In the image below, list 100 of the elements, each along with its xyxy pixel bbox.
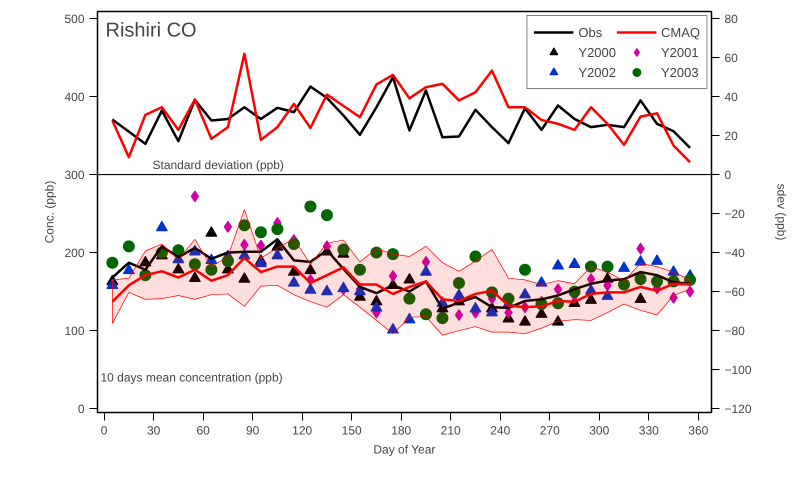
point	[122, 240, 135, 252]
point	[304, 264, 316, 274]
legend-label: Y2001	[661, 44, 699, 60]
point	[205, 264, 218, 276]
point	[222, 255, 234, 268]
legend-label: Y2003	[661, 64, 699, 80]
y-tick-label: 100	[64, 324, 85, 338]
point	[554, 283, 562, 296]
point	[636, 242, 645, 255]
y2-tick-label: −120	[724, 402, 752, 416]
point	[271, 223, 284, 236]
point	[388, 270, 398, 282]
point	[651, 254, 664, 265]
point	[403, 312, 416, 324]
point	[386, 248, 399, 260]
y-tick-label: 400	[64, 90, 85, 104]
point	[370, 246, 382, 259]
point	[254, 256, 267, 268]
point	[172, 262, 184, 274]
point	[320, 209, 333, 222]
point	[304, 200, 316, 213]
x-tick-label: 270	[540, 424, 560, 438]
y-tick-label: 0	[78, 402, 85, 416]
point	[386, 322, 399, 334]
point	[436, 312, 448, 324]
x-tick-label: 180	[391, 424, 412, 438]
legend-label: CMAQ	[661, 24, 700, 40]
x-tick-label: 360	[688, 424, 709, 438]
y2-tick-label: 60	[724, 51, 738, 66]
point	[518, 288, 531, 298]
point	[106, 256, 118, 269]
point	[370, 301, 382, 312]
y2-tick-label: −40	[724, 246, 746, 260]
point	[452, 288, 465, 300]
point	[552, 258, 564, 270]
y2-tick-label: −100	[724, 363, 752, 378]
point	[668, 265, 680, 276]
chart-title: Rishiri CO	[106, 20, 197, 42]
point	[552, 315, 564, 326]
point	[634, 273, 647, 286]
point	[240, 238, 249, 251]
y2-tick-label: −60	[724, 285, 746, 300]
x-tick-label: 330	[638, 424, 660, 438]
point	[354, 264, 366, 276]
point	[238, 219, 250, 232]
point	[585, 260, 598, 273]
x-tick-label: 0	[100, 424, 108, 438]
point	[320, 284, 333, 296]
y-tick-label: 200	[64, 246, 85, 260]
point	[686, 286, 694, 298]
point	[469, 302, 482, 312]
point	[420, 265, 432, 276]
x-tick-label: 120	[292, 424, 313, 438]
point	[337, 243, 350, 256]
point	[634, 255, 647, 266]
y2-tick-label: −20	[724, 207, 746, 222]
x-tick-label: 60	[196, 424, 210, 438]
point	[205, 226, 218, 237]
point	[122, 264, 135, 274]
point	[238, 272, 250, 283]
point	[422, 256, 430, 268]
y2-tick-label: −80	[724, 324, 746, 338]
y2-axis-title: sdev (ppb)	[774, 184, 789, 240]
x-tick-label: 210	[440, 424, 462, 438]
point	[254, 226, 267, 238]
legend-label: Y2002	[578, 64, 616, 80]
point	[288, 238, 300, 250]
point	[618, 278, 630, 291]
point	[271, 248, 284, 260]
point	[288, 276, 300, 287]
point	[304, 283, 316, 294]
legend-label: Y2000	[578, 44, 616, 60]
x-tick-label: 90	[246, 424, 260, 438]
y2-tick-label: 20	[724, 129, 738, 144]
point	[224, 220, 232, 233]
point	[337, 282, 350, 292]
point	[256, 240, 266, 252]
point	[156, 220, 168, 232]
point	[403, 292, 416, 305]
x-tick-label: 300	[589, 424, 610, 438]
point	[420, 308, 432, 320]
point	[618, 261, 630, 272]
point	[518, 315, 531, 326]
point	[190, 190, 200, 202]
x-axis-title: Day of Year	[373, 442, 436, 456]
x-tick-label: 240	[490, 424, 511, 438]
point	[403, 273, 416, 284]
point	[469, 250, 482, 262]
point	[535, 276, 548, 287]
point	[518, 264, 531, 276]
point	[602, 260, 614, 273]
y2-tick-label: 40	[724, 90, 738, 104]
y2-tick-label: 0	[724, 168, 732, 182]
point	[271, 240, 284, 251]
y-tick-label: 300	[64, 168, 85, 182]
y-tick-label: 500	[64, 12, 85, 26]
point	[454, 308, 464, 321]
y2-tick-label: 80	[724, 12, 738, 26]
point	[669, 292, 678, 304]
annotation: 10 days mean concentration (ppb)	[100, 370, 283, 384]
